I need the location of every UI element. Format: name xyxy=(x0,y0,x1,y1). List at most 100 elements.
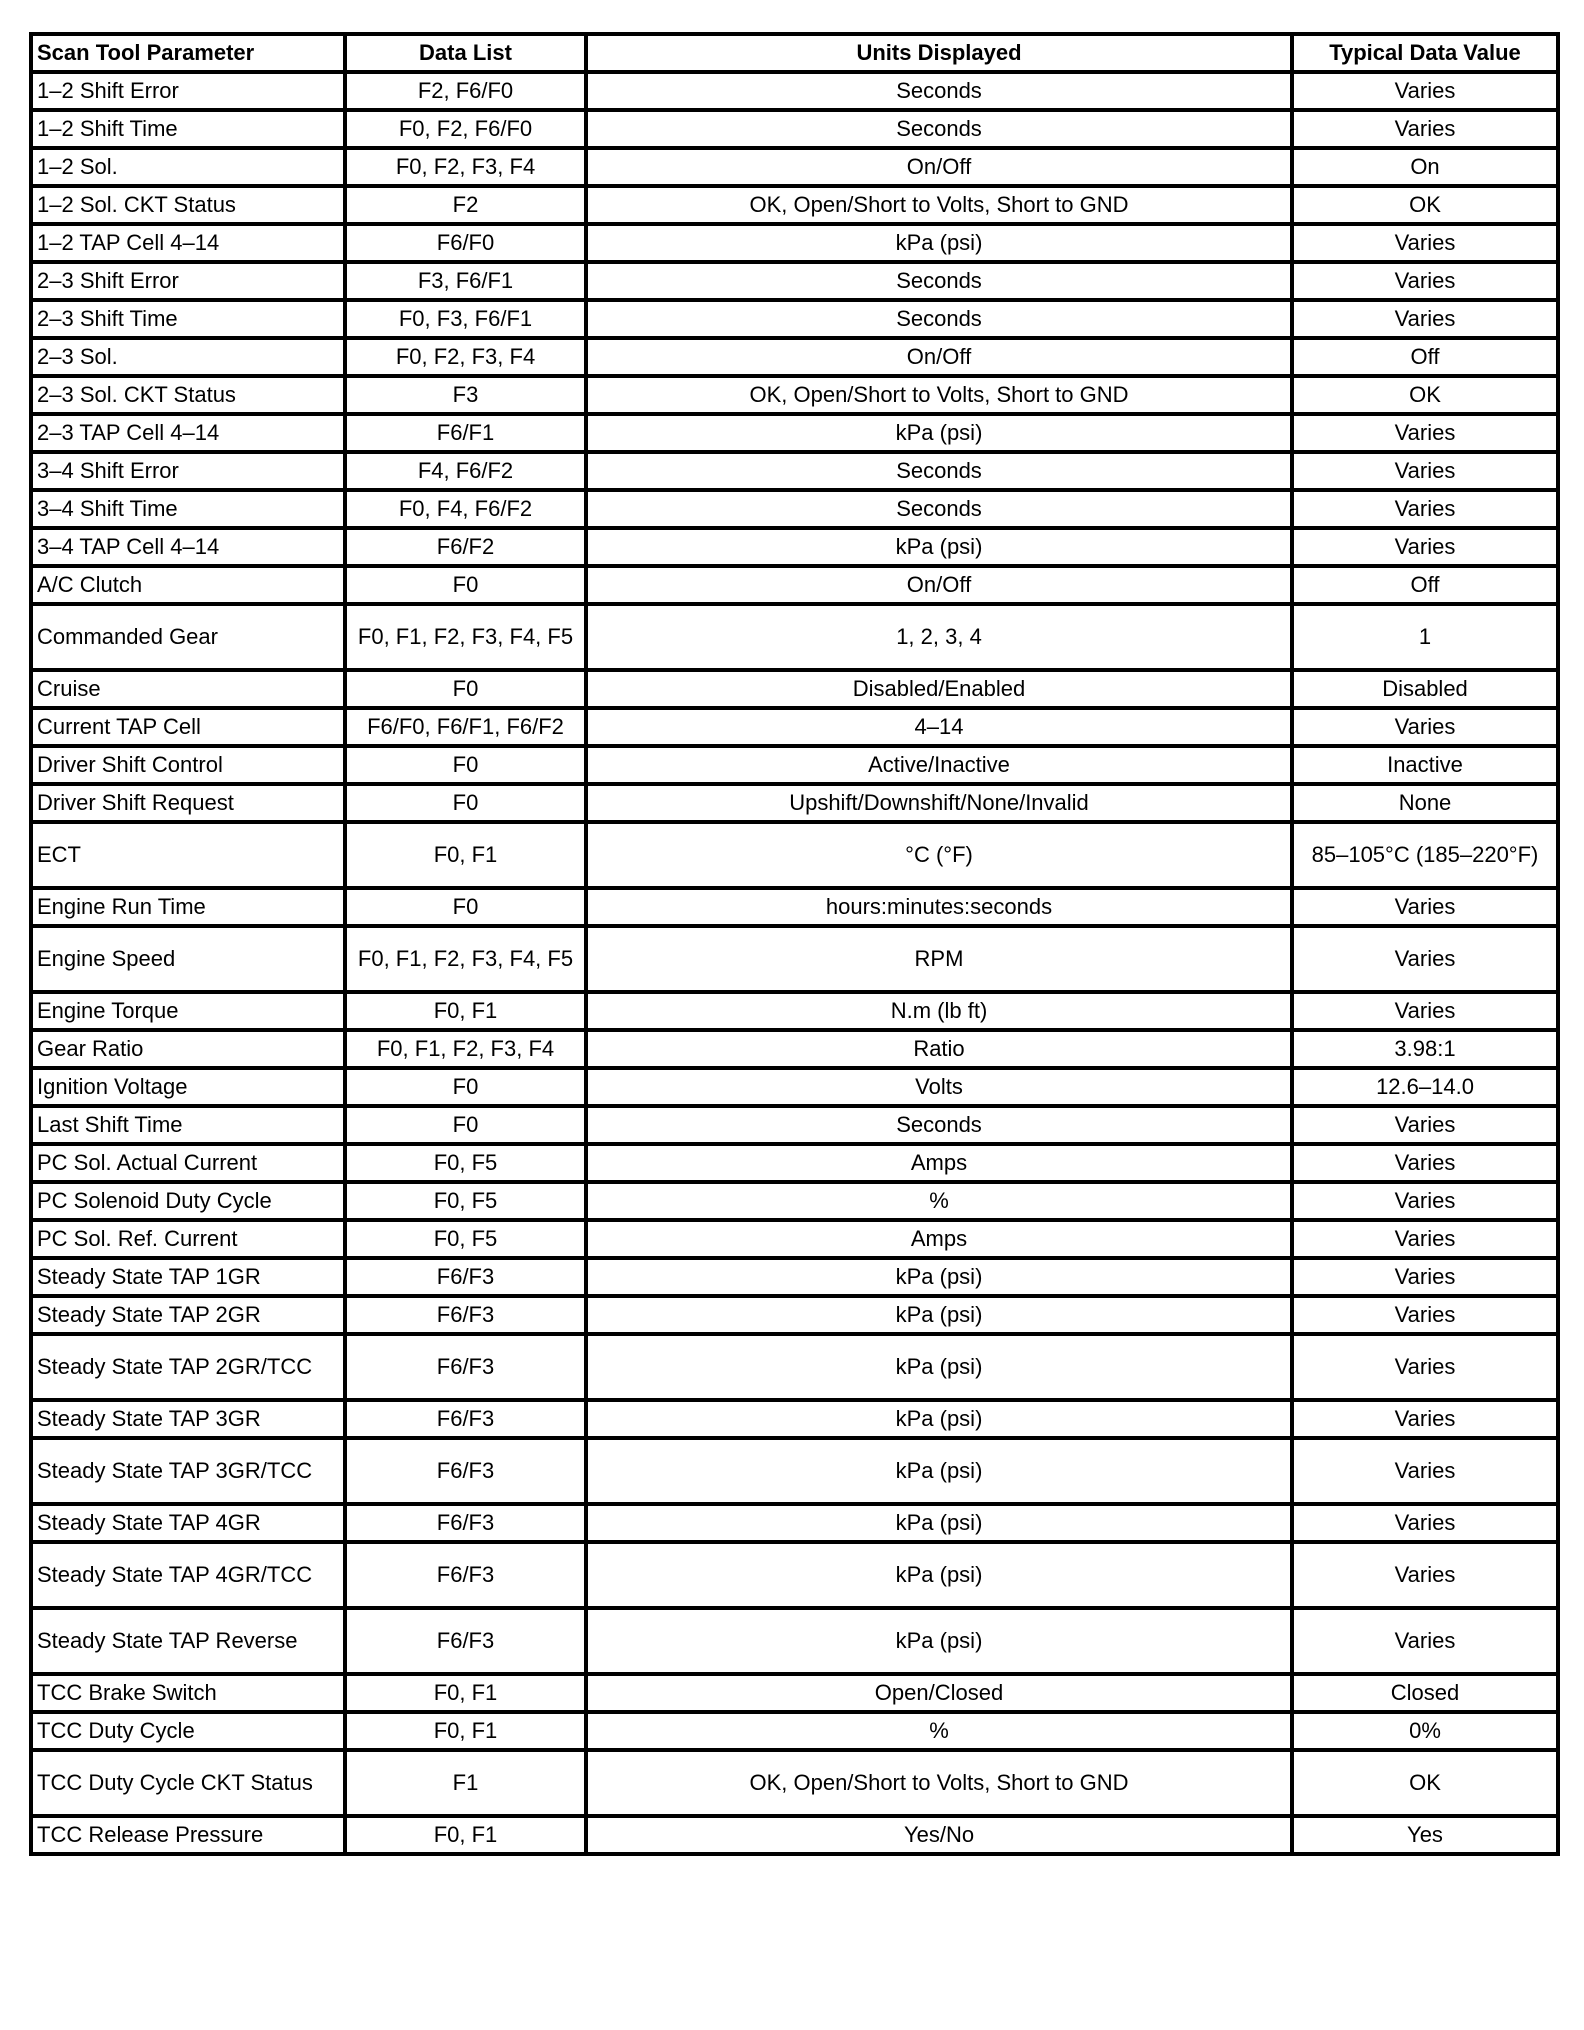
data-list-cell: F3, F6/F1 xyxy=(343,260,588,302)
table-row: 3–4 Shift Time F0, F4, F6/F2 Seconds Varies xyxy=(29,488,1560,530)
parameter-cell: 1–2 Shift Error xyxy=(29,70,347,112)
typical-value-cell: 1 xyxy=(1290,602,1560,672)
table-row: PC Sol. Actual Current F0, F5 Amps Varies xyxy=(29,1142,1560,1184)
units-cell: kPa (psi) xyxy=(584,1540,1294,1610)
table-row: Steady State TAP 3GR/TCC F6/F3 kPa (psi) Va… xyxy=(29,1436,1560,1506)
parameter-cell: Steady State TAP 2GR/TCC xyxy=(29,1332,347,1402)
data-list-cell: F0, F5 xyxy=(343,1142,588,1184)
parameter-cell: PC Sol. Actual Current xyxy=(29,1142,347,1184)
units-cell: % xyxy=(584,1710,1294,1752)
units-cell: On/Off xyxy=(584,564,1294,606)
typical-value-cell: Varies xyxy=(1290,526,1560,568)
parameter-cell: 1–2 Sol. CKT Status xyxy=(29,184,347,226)
table-row: TCC Duty Cycle CKT Status F1 OK, Open/Shor… xyxy=(29,1748,1560,1818)
units-cell: Seconds xyxy=(584,298,1294,340)
data-list-cell: F6/F3 xyxy=(343,1294,588,1336)
typical-value-cell: Varies xyxy=(1290,1218,1560,1260)
units-cell: kPa (psi) xyxy=(584,412,1294,454)
data-list-cell: F6/F3 xyxy=(343,1436,588,1506)
header-row: Scan Tool Parameter Data List Units Disp… xyxy=(29,32,1560,74)
table-row: Engine Torque F0, F1 N.m (lb ft) Varies xyxy=(29,990,1560,1032)
units-cell: Seconds xyxy=(584,108,1294,150)
units-cell: 4–14 xyxy=(584,706,1294,748)
table-row: 2–3 Sol. CKT Status F3 OK, Open/Short to V… xyxy=(29,374,1560,416)
units-cell: Upshift/Downshift/None/Invalid xyxy=(584,782,1294,824)
typical-value-cell: Varies xyxy=(1290,1104,1560,1146)
units-cell: kPa (psi) xyxy=(584,1398,1294,1440)
table-row: Steady State TAP 3GR F6/F3 kPa (psi) Varies xyxy=(29,1398,1560,1440)
table-row: Engine Run Time F0 hours:minutes:seconds Va… xyxy=(29,886,1560,928)
typical-value-cell: Varies xyxy=(1290,1294,1560,1336)
parameter-cell: Engine Run Time xyxy=(29,886,347,928)
parameter-cell: 2–3 TAP Cell 4–14 xyxy=(29,412,347,454)
parameter-cell: Steady State TAP 1GR xyxy=(29,1256,347,1298)
data-list-cell: F0 xyxy=(343,564,588,606)
typical-value-cell: 3.98:1 xyxy=(1290,1028,1560,1070)
parameter-cell: 2–3 Sol. xyxy=(29,336,347,378)
parameter-cell: Commanded Gear xyxy=(29,602,347,672)
table-row: Gear Ratio F0, F1, F2, F3, F4 Ratio 3.98:1 xyxy=(29,1028,1560,1070)
units-cell: Seconds xyxy=(584,1104,1294,1146)
typical-value-cell: Varies xyxy=(1290,706,1560,748)
table-row: Steady State TAP Reverse F6/F3 kPa (psi) Va… xyxy=(29,1606,1560,1676)
data-list-cell: F6/F3 xyxy=(343,1540,588,1610)
parameter-cell: Steady State TAP 2GR xyxy=(29,1294,347,1336)
header-typical-data-value: Typical Data Value xyxy=(1290,32,1560,74)
data-list-cell: F6/F0, F6/F1, F6/F2 xyxy=(343,706,588,748)
data-list-cell: F3 xyxy=(343,374,588,416)
typical-value-cell: Varies xyxy=(1290,70,1560,112)
units-cell: Open/Closed xyxy=(584,1672,1294,1714)
units-cell: kPa (psi) xyxy=(584,1332,1294,1402)
typical-value-cell: Off xyxy=(1290,336,1560,378)
parameter-cell: 3–4 TAP Cell 4–14 xyxy=(29,526,347,568)
data-list-cell: F0, F3, F6/F1 xyxy=(343,298,588,340)
parameter-cell: Driver Shift Request xyxy=(29,782,347,824)
typical-value-cell: 12.6–14.0 xyxy=(1290,1066,1560,1108)
data-list-cell: F0, F1, F2, F3, F4, F5 xyxy=(343,924,588,994)
data-list-cell: F6/F2 xyxy=(343,526,588,568)
table-row: A/C Clutch F0 On/Off Off xyxy=(29,564,1560,606)
parameter-cell: Engine Torque xyxy=(29,990,347,1032)
units-cell: Yes/No xyxy=(584,1814,1294,1856)
parameter-cell: PC Sol. Ref. Current xyxy=(29,1218,347,1260)
typical-value-cell: Varies xyxy=(1290,1256,1560,1298)
typical-value-cell: Varies xyxy=(1290,108,1560,150)
parameter-cell: PC Solenoid Duty Cycle xyxy=(29,1180,347,1222)
parameter-cell: Ignition Voltage xyxy=(29,1066,347,1108)
data-list-cell: F0 xyxy=(343,782,588,824)
data-list-cell: F0 xyxy=(343,744,588,786)
typical-value-cell: On xyxy=(1290,146,1560,188)
data-list-cell: F0, F1 xyxy=(343,1814,588,1856)
data-list-cell: F2, F6/F0 xyxy=(343,70,588,112)
table-row: Engine Speed F0, F1, F2, F3, F4, F5 RPM Var… xyxy=(29,924,1560,994)
units-cell: On/Off xyxy=(584,146,1294,188)
parameter-cell: 2–3 Shift Error xyxy=(29,260,347,302)
units-cell: kPa (psi) xyxy=(584,1606,1294,1676)
typical-value-cell: OK xyxy=(1290,1748,1560,1818)
units-cell: hours:minutes:seconds xyxy=(584,886,1294,928)
typical-value-cell: Varies xyxy=(1290,990,1560,1032)
typical-value-cell: Varies xyxy=(1290,1540,1560,1610)
data-list-cell: F0 xyxy=(343,668,588,710)
typical-value-cell: Varies xyxy=(1290,488,1560,530)
table-row: PC Sol. Ref. Current F0, F5 Amps Varies xyxy=(29,1218,1560,1260)
typical-value-cell: Varies xyxy=(1290,886,1560,928)
units-cell: kPa (psi) xyxy=(584,1502,1294,1544)
data-list-cell: F6/F3 xyxy=(343,1256,588,1298)
units-cell: On/Off xyxy=(584,336,1294,378)
data-list-cell: F0, F5 xyxy=(343,1180,588,1222)
table-row: Driver Shift Request F0 Upshift/Downshift/… xyxy=(29,782,1560,824)
units-cell: Seconds xyxy=(584,70,1294,112)
table-row: 2–3 Shift Error F3, F6/F1 Seconds Varies xyxy=(29,260,1560,302)
scan-tool-data-table: Scan Tool Parameter Data List Units Disp… xyxy=(29,32,1560,1856)
header-scan-tool-parameter: Scan Tool Parameter xyxy=(29,32,347,74)
units-cell: Amps xyxy=(584,1142,1294,1184)
table-row: Steady State TAP 2GR/TCC F6/F3 kPa (psi) Va… xyxy=(29,1332,1560,1402)
parameter-cell: 1–2 TAP Cell 4–14 xyxy=(29,222,347,264)
typical-value-cell: Varies xyxy=(1290,1502,1560,1544)
table-row: 1–2 Sol. F0, F2, F3, F4 On/Off On xyxy=(29,146,1560,188)
parameter-cell: A/C Clutch xyxy=(29,564,347,606)
parameter-cell: TCC Release Pressure xyxy=(29,1814,347,1856)
parameter-cell: Steady State TAP 4GR xyxy=(29,1502,347,1544)
parameter-cell: 1–2 Shift Time xyxy=(29,108,347,150)
